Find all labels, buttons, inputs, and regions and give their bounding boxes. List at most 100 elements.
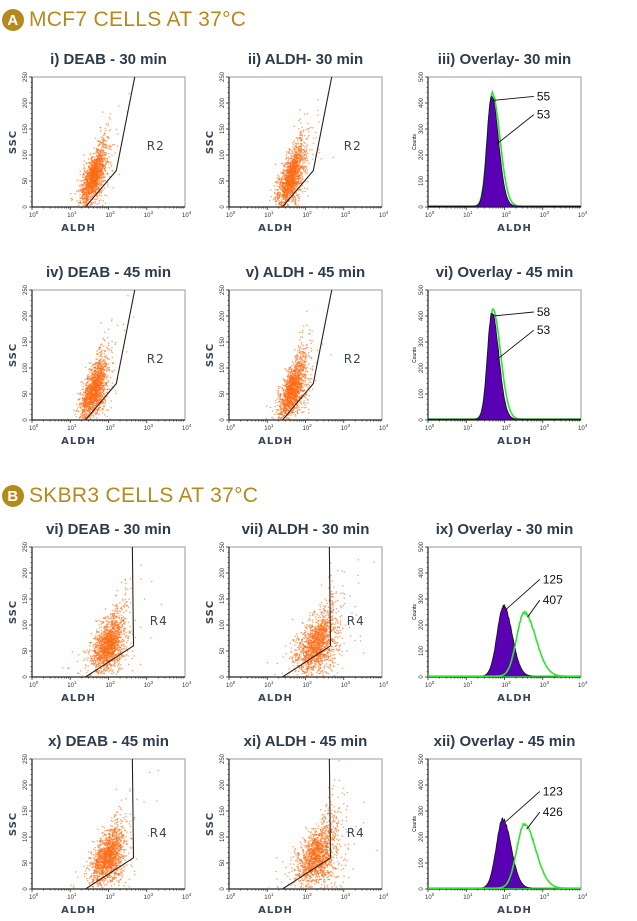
event-dot [283, 193, 285, 196]
x-tick-exponent: 0 [233, 210, 236, 215]
event-dot [82, 200, 85, 203]
event-dot [95, 408, 97, 410]
event-dot [78, 403, 81, 405]
event-dot [287, 175, 289, 178]
event-dot [84, 182, 86, 185]
event-dot [96, 178, 98, 180]
event-dot [274, 199, 277, 201]
event-dot [80, 407, 82, 409]
event-dot [94, 156, 96, 159]
event-dot [91, 193, 93, 195]
event-dot [295, 194, 298, 196]
event-dot [94, 377, 97, 380]
event-dot [104, 144, 107, 146]
event-dot [93, 166, 95, 168]
event-dot [100, 390, 102, 392]
event-dot [82, 179, 84, 181]
event-dot [93, 370, 95, 373]
event-dot [302, 130, 305, 132]
event-dot [277, 182, 280, 184]
event-dot [88, 396, 90, 398]
event-dot [291, 193, 293, 195]
event-dot [289, 164, 291, 166]
event-dot [88, 389, 90, 391]
event-dot [299, 118, 301, 120]
event-dot [89, 398, 92, 400]
event-dot [297, 170, 299, 173]
event-dot [100, 168, 102, 170]
event-dot [106, 383, 108, 385]
y-tick-label: 150 [23, 336, 29, 347]
event-dot [283, 201, 285, 203]
event-dot [96, 392, 98, 394]
event-dot [104, 167, 107, 169]
event-dot [87, 196, 90, 198]
event-dot [96, 168, 99, 170]
x-tick-label: 104 [379, 210, 389, 219]
event-dot [111, 386, 114, 388]
event-dot [84, 417, 86, 419]
event-dot [79, 180, 81, 182]
event-dot [100, 194, 103, 197]
event-dot [90, 395, 92, 397]
event-dot [287, 371, 289, 373]
event-dot [101, 165, 104, 168]
event-dot [93, 393, 95, 396]
event-dot [93, 405, 95, 407]
event-dot [101, 157, 104, 159]
event-dot [305, 151, 307, 153]
event-dot [285, 179, 287, 181]
event-dot [90, 196, 92, 199]
event-dot [98, 187, 101, 190]
event-dot [89, 397, 92, 399]
event-dot [80, 183, 83, 185]
event-dot [294, 196, 296, 198]
event-dot [292, 178, 294, 180]
event-dot [101, 168, 103, 170]
event-dot [90, 411, 92, 414]
event-dot [92, 379, 94, 381]
event-dot [315, 131, 317, 134]
event-dot [100, 372, 102, 374]
event-dot [291, 160, 293, 162]
event-dot [101, 361, 103, 364]
event-dot [284, 188, 286, 190]
event-dot [102, 389, 105, 392]
event-dot [287, 173, 290, 175]
event-dots [70, 93, 130, 207]
event-dot [292, 196, 294, 198]
x-tick-exponent: 3 [347, 423, 350, 428]
event-dot [273, 185, 275, 187]
event-dot [100, 149, 102, 152]
event-dot [111, 347, 113, 349]
event-dot [106, 366, 108, 368]
event-dot [101, 160, 103, 162]
event-dot [301, 135, 304, 137]
event-dot [96, 184, 98, 186]
event-dot [286, 192, 288, 194]
event-dot [90, 186, 93, 188]
event-dot [91, 174, 93, 176]
event-dot [87, 187, 90, 189]
event-dot [304, 142, 306, 144]
event-dot [101, 164, 104, 167]
x-tick-exponent: 0 [36, 210, 39, 215]
event-dot [91, 374, 93, 376]
event-dot [99, 391, 101, 393]
event-dot [98, 154, 100, 157]
event-dot [96, 195, 98, 197]
event-dot [88, 167, 90, 170]
event-dot [96, 164, 98, 167]
event-dot [281, 205, 283, 207]
event-dot [288, 184, 290, 187]
event-dot [87, 179, 89, 181]
event-dot [290, 190, 292, 192]
event-dot [99, 164, 101, 166]
x-tick-label: 100 [29, 210, 39, 219]
event-dot [86, 182, 88, 184]
event-dot [83, 196, 86, 198]
event-dot [286, 203, 289, 205]
event-dot [91, 181, 93, 183]
event-dot [302, 151, 305, 154]
event-dot [99, 367, 101, 369]
